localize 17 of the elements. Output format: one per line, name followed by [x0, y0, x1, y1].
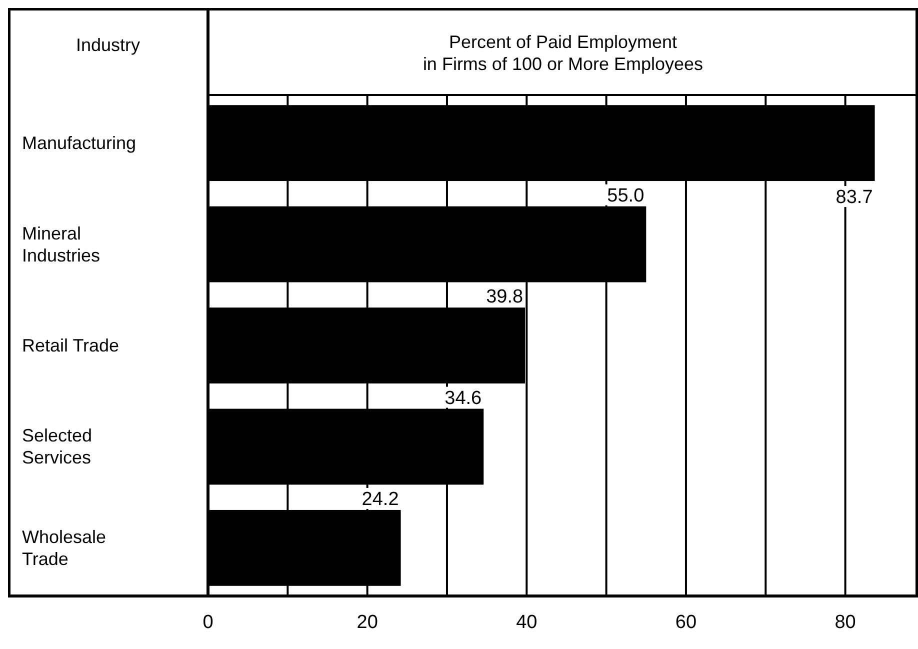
y-tick-label: Wholesale Trade: [22, 526, 106, 569]
y-axis-title: Industry: [76, 35, 140, 55]
x-tick-label: 0: [202, 612, 214, 633]
data-label: 39.8: [486, 286, 524, 308]
x-axis-title: Percent of Paid Employment in Firms of 100 or More Employees: [422, 32, 704, 74]
y-tick-label: Selected Services: [22, 426, 92, 468]
data-label: 24.2: [362, 488, 399, 510]
x-tick-label: 80: [834, 612, 856, 633]
x-tick-label: 60: [675, 612, 697, 633]
y-tick-label: Retail Trade: [22, 336, 120, 356]
y-tick-label: Mineral Industries: [22, 223, 100, 266]
data-label: 34.6: [444, 388, 482, 409]
x-tick-label: 20: [356, 612, 378, 633]
x-tick-label: 40: [516, 612, 538, 633]
y-tick-label: Manufacturing: [22, 133, 136, 154]
data-label: 83.7: [836, 187, 873, 208]
data-label: 55.0: [607, 185, 644, 206]
